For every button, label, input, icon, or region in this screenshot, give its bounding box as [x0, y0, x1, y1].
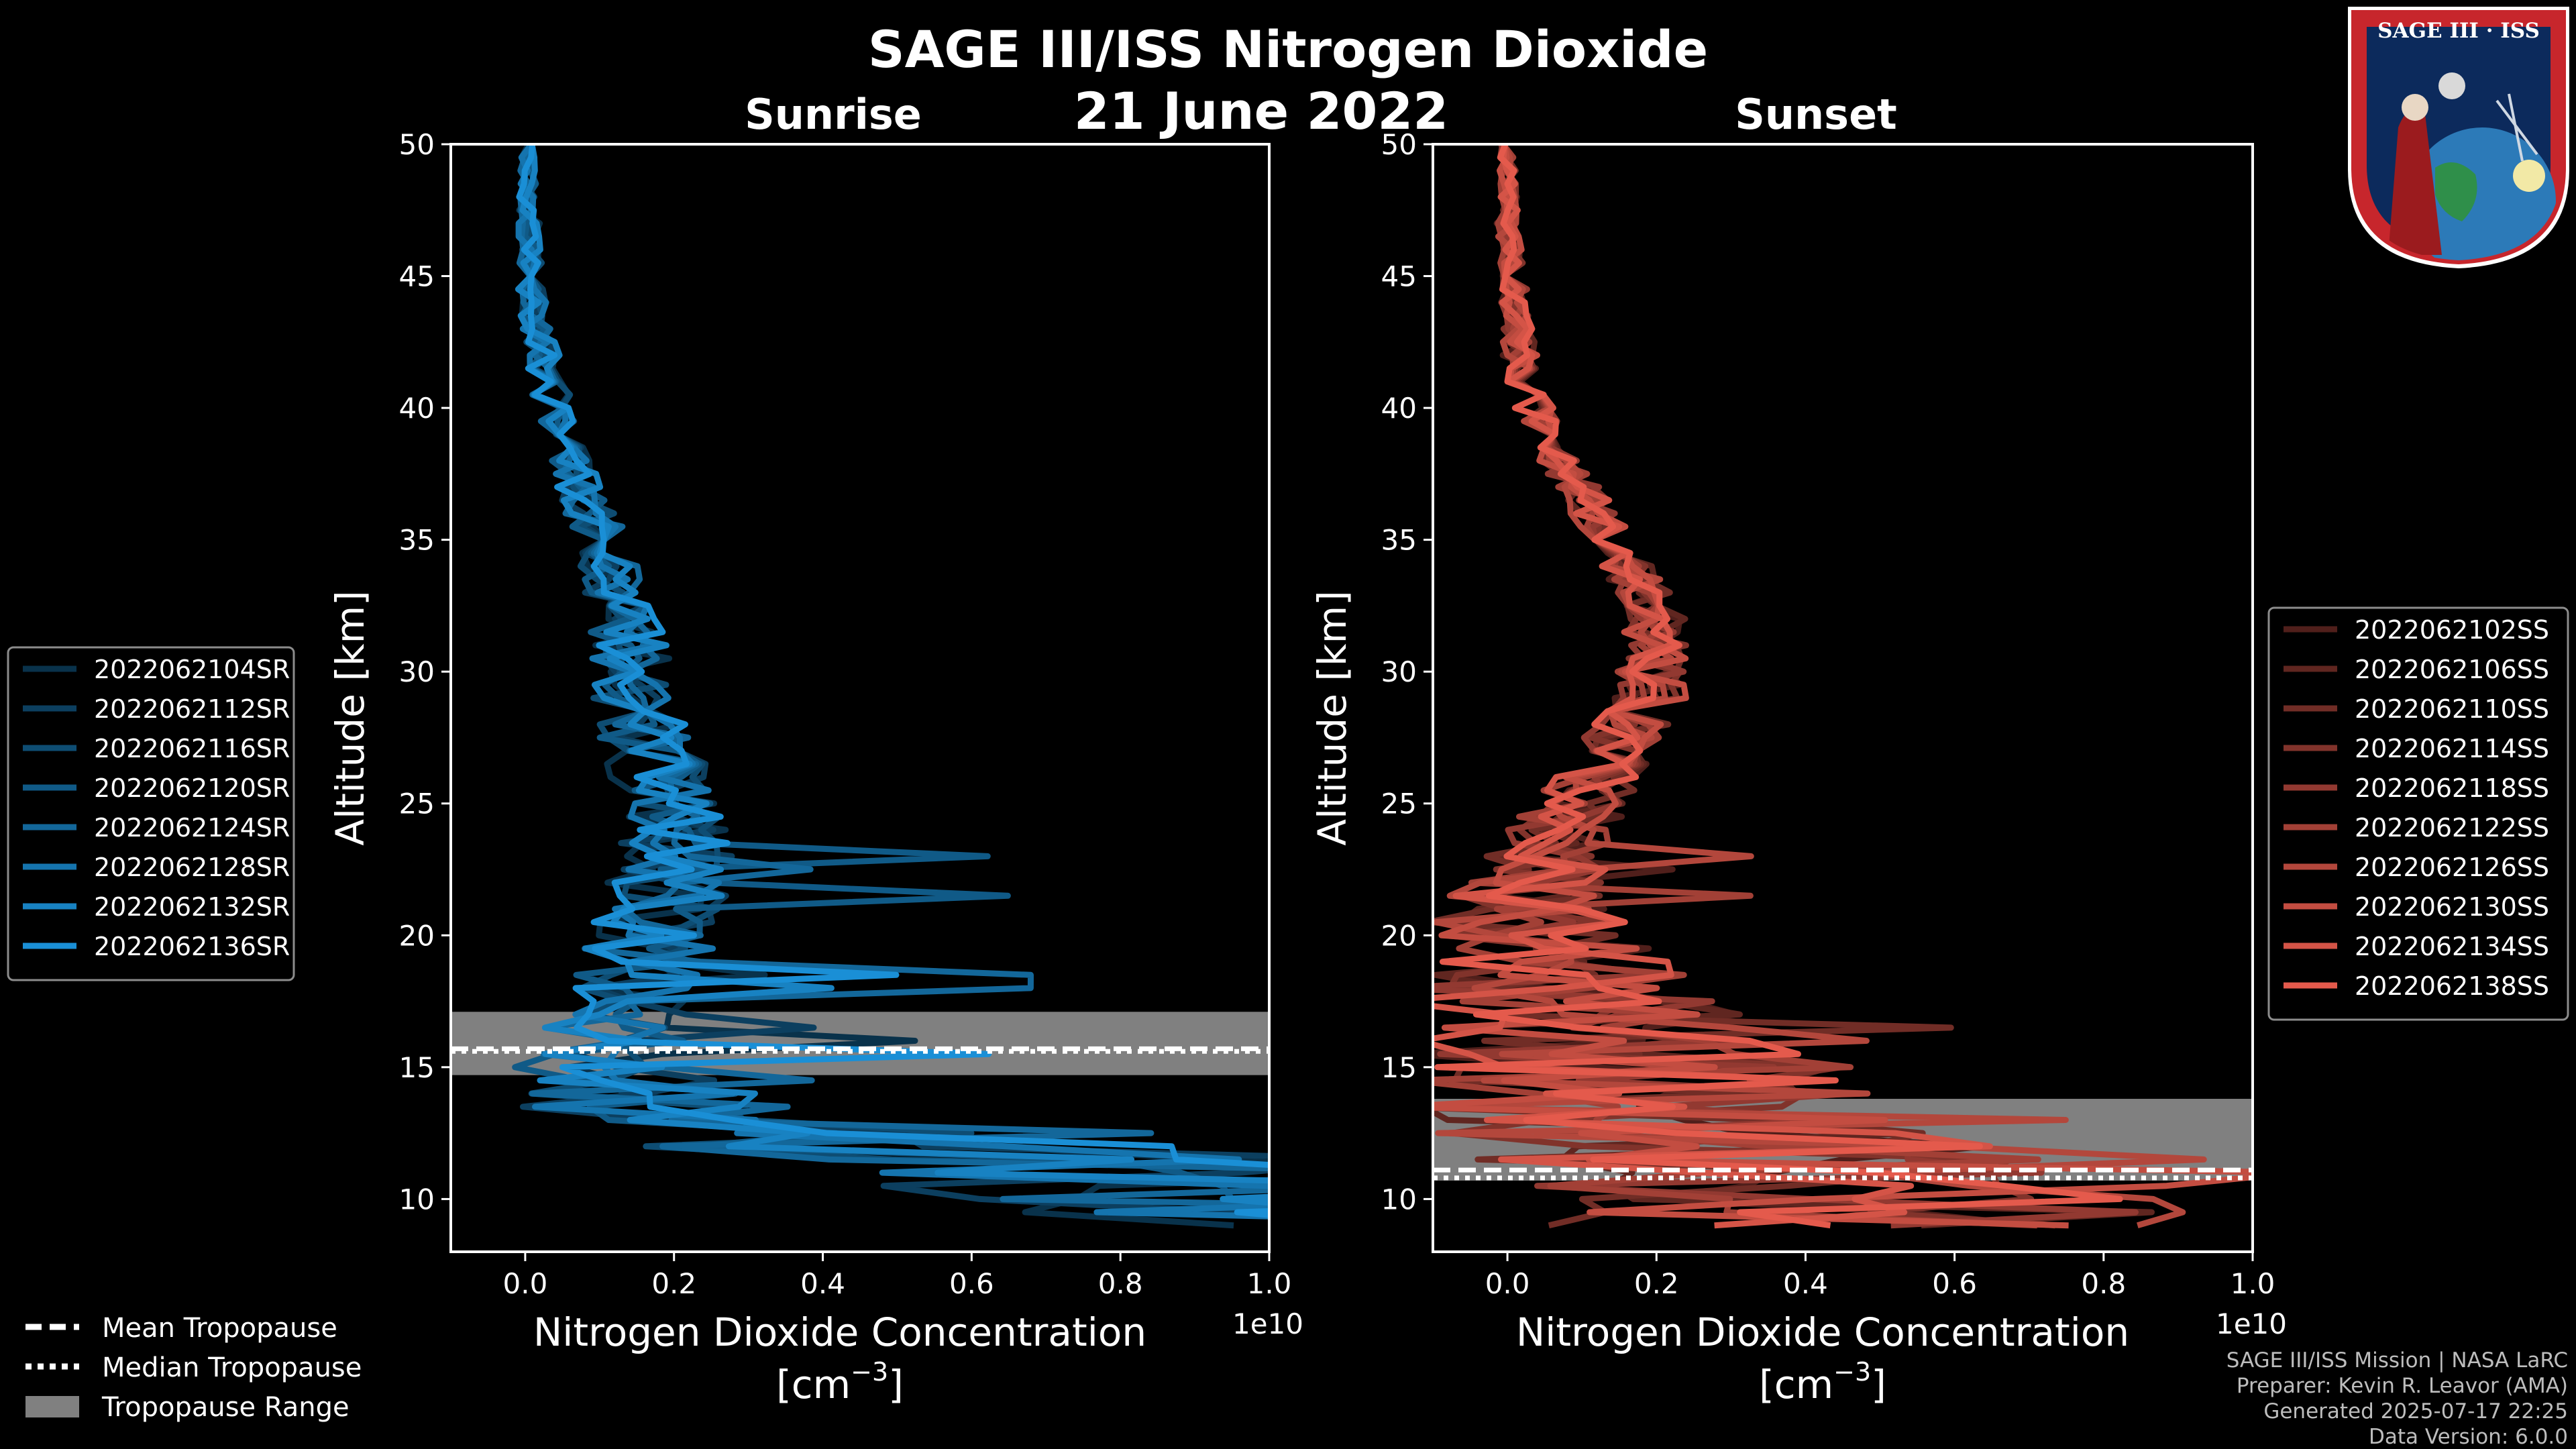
y-tick-label: 50 — [399, 128, 435, 161]
plot-frame — [1432, 143, 2254, 1253]
legend-box — [7, 646, 295, 981]
legend-label: 2022062116SR — [94, 734, 290, 763]
date-title: 21 June 2022 — [1074, 81, 1448, 141]
x-axis-unit: [cm−3] — [776, 1357, 904, 1407]
y-tick-label: 15 — [399, 1051, 435, 1084]
y-tick-label: 30 — [399, 655, 435, 688]
y-tick-label: 35 — [1381, 524, 1417, 557]
x-tick-label: 0.8 — [2081, 1267, 2126, 1300]
y-tick-label: 25 — [1381, 788, 1417, 820]
series-line-2022062132SR — [515, 144, 1269, 1206]
logo-title: SAGE III · ISS — [2377, 19, 2540, 43]
x-tick-label: 0.8 — [1098, 1267, 1143, 1300]
y-tick-label: 35 — [399, 524, 435, 557]
x-axis-label: Nitrogen Dioxide Concentration — [1516, 1309, 2129, 1355]
plot-area — [451, 144, 1269, 1229]
x-tick-label: 0.2 — [1634, 1267, 1679, 1300]
series-line-2022062130SS — [1433, 144, 2253, 1229]
y-tick-label: 15 — [1381, 1051, 1417, 1084]
main-title: SAGE III/ISS Nitrogen Dioxide — [868, 19, 1708, 79]
legend-label: 2022062128SR — [94, 853, 290, 882]
plot-frame — [449, 143, 1271, 1253]
y-tick-label: 40 — [1381, 392, 1417, 425]
continent-icon — [2435, 162, 2477, 221]
sun-icon — [2513, 160, 2545, 192]
x-offset-label: 1e10 — [1232, 1307, 1303, 1340]
legend-label: 2022062120SR — [94, 773, 290, 803]
legend-box — [2267, 606, 2569, 1021]
y-axis-label: Altitude [km] — [1309, 590, 1355, 845]
mean-tropopause-label: Mean Tropopause — [102, 1313, 337, 1344]
x-tick-label: 0.0 — [1485, 1267, 1530, 1300]
figure-robe-icon — [2388, 109, 2442, 255]
x-tick-label: 0.2 — [651, 1267, 696, 1300]
y-tick-label: 10 — [399, 1183, 435, 1216]
panel-title: Sunrise — [745, 90, 922, 139]
legend-label: 2022062130SS — [2355, 892, 2549, 922]
sunrise-panel: 0.0 0.2 0.4 0.6 0.8 1.0 10 15 20 25 30 35 40 45 50 1e10… — [327, 90, 1303, 1407]
legend-label: 2022062122SS — [2355, 813, 2549, 843]
figure-head-icon — [2402, 94, 2428, 121]
y-tick-label: 20 — [1381, 919, 1417, 952]
legend-label: 2022062126SS — [2355, 853, 2549, 882]
sunset-panel: 0.0 0.2 0.4 0.6 0.8 1.0 10 15 20 25 30 35 40 45 50 1e10… — [1309, 90, 2287, 1407]
legend-label: 2022062136SR — [94, 932, 290, 961]
sunset-legend: 2022062102SS 2022062106SS 2022062110SS 2022… — [2267, 606, 2569, 1021]
y-tick-label: 25 — [399, 788, 435, 820]
x-tick-label: 0.6 — [949, 1267, 994, 1300]
y-tick-label: 40 — [399, 392, 435, 425]
footer: SAGE III/ISS Mission | NASA LaRC Prepare… — [2226, 1348, 2568, 1449]
tropopause-range-label: Tropopause Range — [101, 1392, 350, 1423]
moon-icon — [2438, 72, 2465, 99]
median-tropopause-label: Median Tropopause — [102, 1352, 362, 1383]
footer-generated: Generated 2025-07-17 22:25 — [2263, 1399, 2568, 1424]
x-tick-label: 0.4 — [1783, 1267, 1828, 1300]
y-tick-label: 10 — [1381, 1183, 1417, 1216]
y-tick-label: 45 — [1381, 260, 1417, 293]
x-axis-unit: [cm−3] — [1759, 1357, 1886, 1407]
legend-label: 2022062118SS — [2355, 773, 2549, 803]
legend-label: 2022062132SR — [94, 892, 290, 922]
plot-area — [1433, 144, 2253, 1229]
x-tick-label: 0.0 — [503, 1267, 548, 1300]
legend-label: 2022062102SS — [2355, 615, 2549, 645]
y-tick-label: 20 — [399, 919, 435, 952]
x-tick-label: 1.0 — [2231, 1267, 2275, 1300]
y-tick-label: 45 — [399, 260, 435, 293]
footer-preparer: Preparer: Kevin R. Leavor (AMA) — [2237, 1374, 2568, 1398]
series-line-2022062138SS — [1434, 144, 2123, 1229]
sunrise-legend: 2022062104SR 2022062112SR 2022062116SR 2022… — [7, 646, 295, 981]
legend-label: 2022062106SS — [2355, 655, 2549, 684]
panel-title: Sunset — [1735, 90, 1897, 139]
x-tick-label: 0.4 — [800, 1267, 845, 1300]
y-axis-label: Altitude [km] — [327, 590, 373, 845]
x-tick-label: 0.6 — [1932, 1267, 1977, 1300]
x-tick-label: 1.0 — [1247, 1267, 1292, 1300]
legend-label: 2022062114SS — [2355, 734, 2549, 763]
legend-label: 2022062134SS — [2355, 932, 2549, 961]
series-line-2022062136SR — [516, 144, 1269, 1218]
sage-iss-logo: SAGE III · ISS — [2348, 7, 2569, 268]
series-line-2022062120SR — [512, 144, 1269, 1212]
legend-label: 2022062104SR — [94, 655, 290, 684]
legend-label: 2022062110SS — [2355, 694, 2549, 724]
x-offset-label: 1e10 — [2216, 1307, 2287, 1340]
y-tick-label: 30 — [1381, 655, 1417, 688]
footer-mission: SAGE III/ISS Mission | NASA LaRC — [2226, 1348, 2568, 1373]
series-line-2022062134SS — [1433, 144, 1993, 1229]
legend-label: 2022062124SR — [94, 813, 290, 843]
y-tick-label: 50 — [1381, 128, 1417, 161]
legend-label: 2022062138SS — [2355, 971, 2549, 1001]
footer-version: Data Version: 6.0.0 — [2369, 1425, 2568, 1449]
tropopause-legend: Mean Tropopause Median Tropopause Tropop… — [25, 1313, 362, 1423]
legend-label: 2022062112SR — [94, 694, 290, 724]
series-line-2022062118SS — [1433, 144, 2139, 1229]
tropopause-range-swatch — [25, 1396, 79, 1417]
x-axis-label: Nitrogen Dioxide Concentration — [533, 1309, 1146, 1355]
